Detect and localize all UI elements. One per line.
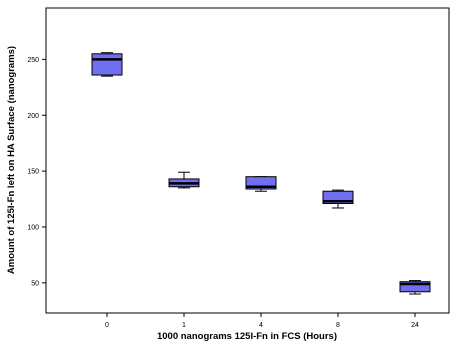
x-axis: 0 1 4 8 24	[105, 313, 419, 329]
y-tick-label-250: 250	[27, 57, 39, 64]
y-axis-title: Amount of 125I-Fn left on HA Surface (na…	[6, 46, 17, 274]
y-tick-label-150: 150	[27, 169, 39, 176]
y-tick-label-50: 50	[31, 280, 39, 287]
x-tick-label-4: 4	[259, 322, 263, 329]
x-tick-label-1: 1	[182, 322, 186, 329]
plot-frame	[45, 7, 450, 314]
x-tick-label-8: 8	[336, 322, 340, 329]
box-24-iqr	[399, 281, 431, 293]
x-axis-title: 1000 nanograms 125I-Fn in FCS (Hours)	[157, 331, 337, 342]
x-tick-label-24: 24	[411, 322, 419, 329]
y-axis: 50 100 150 200 250	[27, 57, 46, 287]
y-tick-label-200: 200	[27, 113, 39, 120]
boxes-group	[91, 52, 431, 295]
y-tick-label-100: 100	[27, 224, 39, 231]
box-0-iqr	[91, 53, 123, 76]
x-tick-label-0: 0	[105, 322, 109, 329]
